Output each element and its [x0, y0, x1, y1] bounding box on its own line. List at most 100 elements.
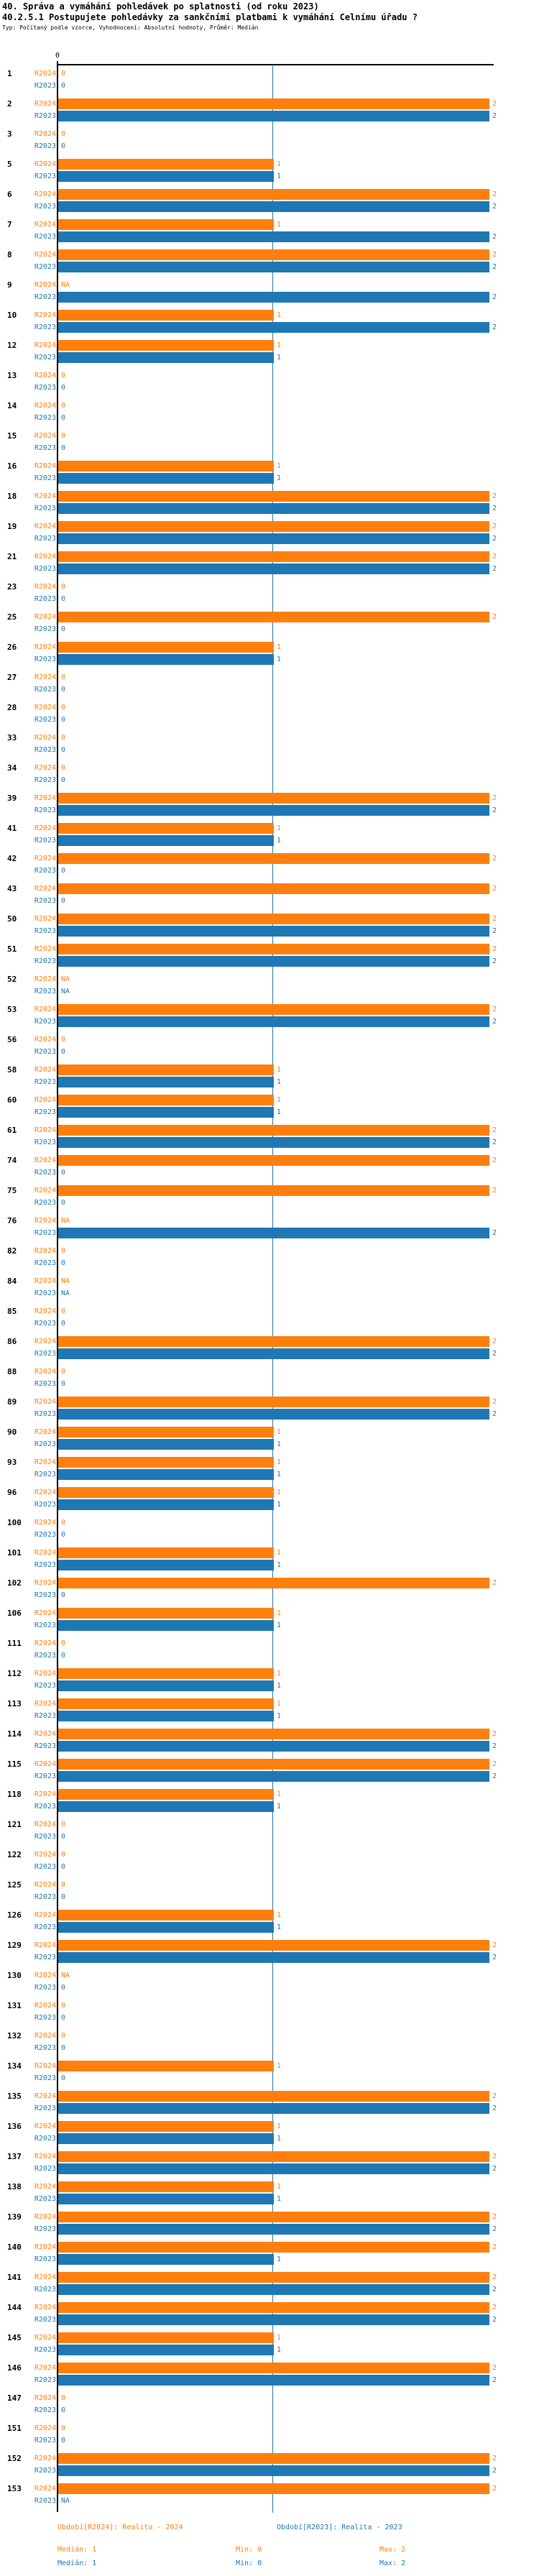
bar-group: 21 R2024 2 R2023 2 — [0, 548, 539, 578]
group-id-label: 75 — [7, 1186, 17, 1195]
r2023-series-label: R2023 — [34, 1742, 56, 1750]
group-id-label: 2 — [7, 99, 12, 109]
group-id-label: 88 — [7, 1367, 17, 1376]
r2024-bar — [58, 1940, 489, 1951]
r2024-value-label: NA — [61, 1277, 70, 1285]
r2024-value-label: 2 — [492, 1760, 497, 1768]
r2024-value-label: 2 — [492, 1398, 497, 1406]
r2024-series-label: R2024 — [34, 1489, 56, 1496]
r2024-bar — [58, 2061, 274, 2071]
bar-group: 74 R2024 2 R2023 0 — [0, 1151, 539, 1182]
r2023-bar — [58, 1560, 274, 1570]
r2023-value-label: 1 — [277, 1501, 282, 1509]
r2023-value-label: 1 — [277, 1078, 282, 1086]
axis-vertical-line — [57, 61, 58, 2512]
r2023-value-label: 1 — [277, 2195, 282, 2203]
r2023-series-label: R2023 — [34, 2044, 56, 2052]
r2024-bar — [58, 2332, 274, 2343]
r2024-value-label: 2 — [492, 915, 497, 923]
group-id-label: 3 — [7, 129, 12, 139]
group-id-label: 27 — [7, 673, 17, 682]
r2023-value-label: 2 — [492, 1018, 497, 1026]
r2023-value-label: 0 — [61, 867, 66, 875]
r2023-series-label: R2023 — [34, 2316, 56, 2324]
r2023-value-label: 2 — [492, 957, 497, 965]
r2024-series-label: R2024 — [34, 1338, 56, 1346]
r2023-series-label: R2023 — [34, 837, 56, 845]
r2024-series-label: R2024 — [34, 1639, 56, 1647]
r2023-series-label: R2023 — [34, 2074, 56, 2082]
r2024-bar — [58, 1064, 274, 1075]
group-id-label: 145 — [7, 2333, 22, 2342]
r2023-series-label: R2023 — [34, 2014, 56, 2022]
group-id-label: 21 — [7, 552, 17, 561]
r2024-bar — [58, 853, 489, 864]
r2024-series-label: R2024 — [34, 341, 56, 349]
r2023-value-label: 2 — [492, 2467, 497, 2475]
bar-group: 145 R2024 1 R2023 1 — [0, 2329, 539, 2359]
group-id-label: 58 — [7, 1065, 17, 1075]
r2024-bar — [58, 1729, 489, 1739]
r2024-bar — [58, 1004, 489, 1015]
r2024-value-label: 2 — [492, 2092, 497, 2100]
r2024-series-label: R2024 — [34, 1428, 56, 1436]
r2024-bar — [58, 98, 489, 109]
r2023-series-label: R2023 — [34, 1561, 56, 1569]
r2023-series-label: R2023 — [34, 384, 56, 392]
r2023-value-label: NA — [61, 2497, 70, 2505]
group-id-label: 61 — [7, 1126, 17, 1135]
r2023-series-label: R2023 — [34, 867, 56, 875]
r2023-series-label: R2023 — [34, 112, 56, 120]
r2023-value-label: 2 — [492, 2104, 497, 2112]
group-id-label: 34 — [7, 763, 17, 773]
r2024-value-label: 0 — [61, 130, 66, 138]
r2024-value-label: 2 — [492, 492, 497, 500]
bar-group: 6 R2024 2 R2023 2 — [0, 185, 539, 216]
group-id-label: 93 — [7, 1458, 17, 1467]
r2024-series-label: R2024 — [34, 2062, 56, 2070]
r2024-bar — [58, 1185, 489, 1196]
r2024-series-label: R2024 — [34, 523, 56, 530]
r2024-bar — [58, 1698, 274, 1709]
r2023-series-label: R2023 — [34, 2104, 56, 2112]
bar-group: 100 R2024 0 R2023 0 — [0, 1514, 539, 1544]
r2023-value-label: 0 — [61, 2044, 66, 2052]
r2023-bar — [58, 956, 489, 967]
bar-group: 125 R2024 0 R2023 0 — [0, 1876, 539, 1906]
r2023-bar — [58, 835, 274, 846]
r2023-series-label: R2023 — [34, 1169, 56, 1177]
r2023-value-label: 1 — [277, 2135, 282, 2143]
bar-group: 33 R2024 0 R2023 0 — [0, 729, 539, 759]
group-id-label: 12 — [7, 341, 17, 350]
r2023-series-label: R2023 — [34, 2406, 56, 2414]
bar-group: 34 R2024 0 R2023 0 — [0, 759, 539, 789]
group-id-label: 100 — [7, 1518, 22, 1527]
bar-group: 41 R2024 1 R2023 1 — [0, 819, 539, 850]
r2024-series-label: R2024 — [34, 2002, 56, 2010]
r2024-value-label: 2 — [492, 2273, 497, 2281]
bar-group: 60 R2024 1 R2023 1 — [0, 1091, 539, 1121]
r2023-value-label: 2 — [492, 1138, 497, 1146]
r2023-value-label: 0 — [61, 595, 66, 603]
group-id-label: 126 — [7, 1910, 22, 1920]
r2023-bar — [58, 352, 274, 363]
r2023-series-label: R2023 — [34, 1531, 56, 1539]
r2023-value-label: 0 — [61, 625, 66, 633]
r2024-series-label: R2024 — [34, 1549, 56, 1557]
bar-group: 153 R2024 2 R2023 NA — [0, 2480, 539, 2510]
bar-group: 42 R2024 2 R2023 0 — [0, 850, 539, 880]
r2023-value-label: 2 — [492, 806, 497, 814]
r2023-series-label: R2023 — [34, 1833, 56, 1841]
axis-zero-tick-label: 0 — [55, 52, 60, 60]
r2024-value-label: 2 — [492, 1579, 497, 1587]
r2024-bar — [58, 944, 489, 954]
bar-group: 121 R2024 0 R2023 0 — [0, 1816, 539, 1846]
r2024-series-label: R2024 — [34, 372, 56, 380]
group-id-label: 10 — [7, 310, 17, 320]
bar-group: 137 R2024 2 R2023 2 — [0, 2148, 539, 2178]
group-id-label: 8 — [7, 250, 12, 259]
r2024-series-label: R2024 — [34, 1368, 56, 1376]
r2023-bar — [58, 2224, 489, 2235]
r2024-value-label: 1 — [277, 1096, 282, 1104]
r2024-value-label: 2 — [492, 100, 497, 108]
